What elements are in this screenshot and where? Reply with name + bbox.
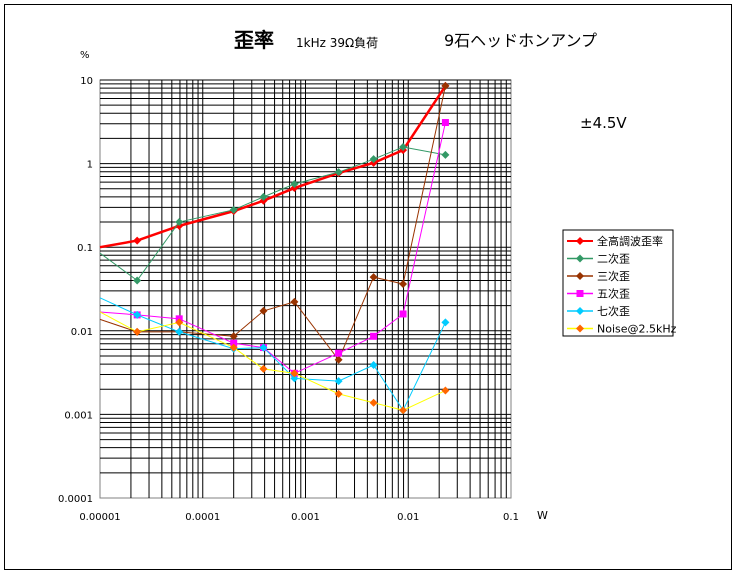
data-point [399, 310, 407, 318]
data-point [259, 192, 268, 201]
data-point [334, 377, 343, 386]
x-tick-label: 0.00001 [79, 512, 120, 523]
data-point [229, 205, 238, 214]
x-tick-label: 0.01 [397, 512, 419, 523]
data-point [133, 310, 142, 319]
y-tick-label: 0.01 [71, 327, 93, 338]
data-point [369, 398, 378, 407]
x-axis-label: W [537, 509, 548, 522]
data-point [334, 168, 343, 177]
legend-label: 二次歪 [597, 252, 630, 266]
data-point [290, 369, 299, 378]
data-point [133, 327, 142, 336]
legend-label: Noise@2.5kHz [597, 323, 677, 336]
data-point [175, 327, 184, 336]
series-line [99, 122, 446, 374]
data-point [175, 318, 184, 327]
legend-marker [576, 307, 584, 315]
data-point [175, 218, 184, 227]
data-point [290, 180, 299, 189]
legend-label: 全高調波歪率 [597, 234, 663, 248]
data-point [133, 236, 142, 245]
data-point [370, 332, 378, 340]
data-point [290, 184, 299, 193]
y-tick-labels: 10 1 0.1 0.01 0.001 0.0001 [58, 76, 93, 505]
legend-marker [576, 290, 584, 297]
data-point [259, 306, 268, 315]
legend-marker [576, 254, 584, 263]
chart-title-right: 9石ヘッドホンアンプ [444, 31, 597, 50]
data-point [399, 406, 408, 415]
series-5 [99, 311, 450, 415]
data-point [441, 119, 449, 127]
y-tick-label: 0.0001 [58, 494, 93, 505]
data-point [290, 374, 299, 383]
legend-label: 七次歪 [597, 304, 630, 318]
data-point [441, 81, 450, 90]
y-axis-label: % [80, 50, 90, 61]
legend-box [562, 229, 674, 337]
chart-frame [4, 4, 732, 570]
series-line [99, 311, 446, 411]
legend-label: 五次歪 [597, 287, 630, 301]
legend-marker [576, 272, 584, 280]
data-point [399, 279, 408, 288]
data-point [259, 343, 268, 352]
data-point [369, 273, 378, 282]
x-tick-label: 0.1 [503, 512, 519, 523]
series-1 [99, 142, 450, 285]
voltage-annotation: ±4.5V [580, 114, 627, 132]
data-point [259, 364, 268, 373]
data-point [229, 332, 238, 341]
chart-title: 歪率 [234, 28, 274, 52]
data-point [369, 360, 378, 369]
data-point [441, 150, 450, 159]
y-tick-label: 10 [80, 76, 93, 87]
legend-marker [576, 324, 584, 333]
y-tick-label: 0.1 [77, 243, 93, 254]
y-tick-label: 1 [87, 160, 93, 171]
data-point [441, 386, 450, 395]
series-line [99, 146, 446, 282]
x-tick-labels: 0.00001 0.0001 0.001 0.01 0.1 [79, 512, 519, 523]
data-point [230, 339, 238, 347]
chart-subtitle: 1kHz 39Ω負荷 [296, 36, 378, 50]
series-line [99, 85, 446, 361]
y-tick-label: 0.001 [64, 410, 93, 421]
data-point [335, 349, 343, 357]
legend-label: 三次歪 [597, 269, 630, 283]
data-point [441, 318, 450, 327]
data-point [334, 389, 343, 398]
data-point [369, 155, 378, 164]
x-tick-label: 0.001 [291, 512, 320, 523]
data-point [133, 276, 142, 285]
data-point [229, 343, 238, 352]
series-line [99, 85, 447, 249]
data-point [334, 355, 343, 364]
grid [99, 79, 512, 499]
series-line [99, 297, 446, 412]
series-group [99, 81, 450, 415]
legend-marker [576, 237, 584, 245]
x-tick-label: 0.0001 [185, 512, 220, 523]
data-point [290, 297, 299, 306]
data-point [399, 142, 408, 151]
